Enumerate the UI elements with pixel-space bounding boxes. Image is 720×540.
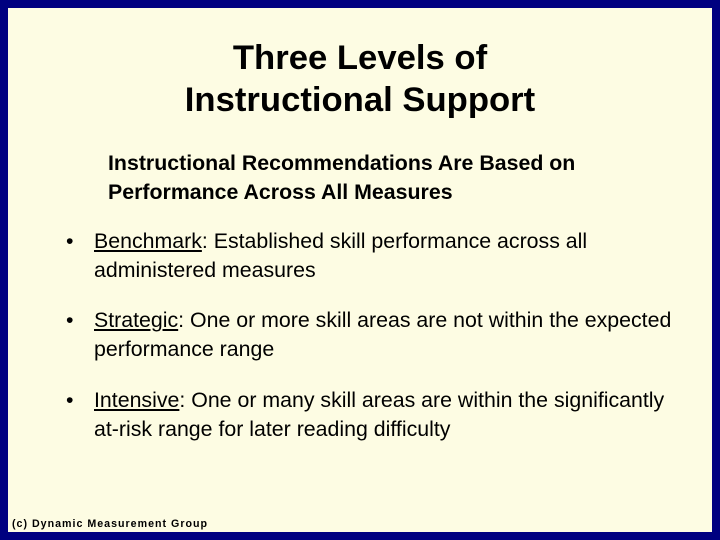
slide-number: 53 (685, 512, 706, 534)
title-line-2: Instructional Support (185, 81, 535, 119)
bullet-item: Benchmark: Established skill performance… (66, 227, 672, 285)
bullet-list: Benchmark: Established skill performance… (48, 227, 672, 444)
slide-frame: Three Levels of Instructional Support In… (0, 0, 720, 540)
subtitle-line-2: Performance Across All Measures (108, 180, 453, 204)
bullet-term: Intensive (94, 388, 179, 412)
slide-subtitle: Instructional Recommendations Are Based … (108, 149, 612, 207)
bullet-item: Intensive: One or many skill areas are w… (66, 386, 672, 444)
subtitle-line-1: Instructional Recommendations Are Based … (108, 151, 575, 175)
bullet-text: : One or many skill areas are within the… (94, 388, 664, 441)
bullet-term: Benchmark (94, 229, 202, 253)
bullet-term: Strategic (94, 308, 178, 332)
title-line-1: Three Levels of (233, 39, 487, 77)
bullet-item: Strategic: One or more skill areas are n… (66, 306, 672, 364)
footer-copyright: (c) Dynamic Measurement Group (12, 518, 208, 530)
slide-content: Three Levels of Instructional Support In… (8, 8, 712, 532)
slide-title: Three Levels of Instructional Support (48, 38, 672, 121)
bullet-text: : One or more skill areas are not within… (94, 308, 671, 361)
